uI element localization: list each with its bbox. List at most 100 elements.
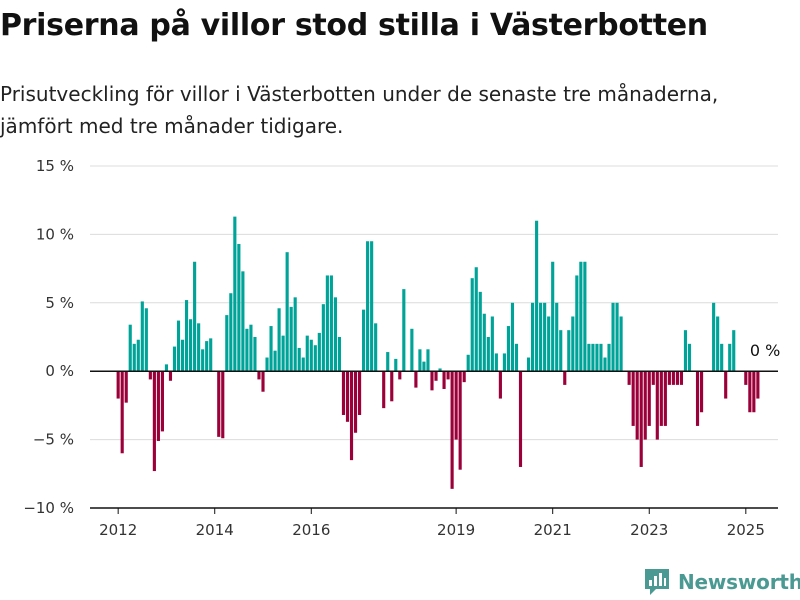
x-tick-label: 2019 xyxy=(437,521,475,539)
bar xyxy=(559,330,563,372)
bar xyxy=(193,261,197,372)
bar xyxy=(434,371,438,381)
bar xyxy=(655,371,659,440)
bar xyxy=(337,337,342,372)
x-tick-label: 2014 xyxy=(196,521,234,539)
bar xyxy=(675,371,679,385)
bar xyxy=(217,371,221,437)
bar xyxy=(490,316,494,372)
bar xyxy=(539,302,543,372)
bar xyxy=(305,335,309,372)
bar xyxy=(205,341,209,372)
bar xyxy=(184,300,189,372)
bar xyxy=(724,371,728,399)
bar xyxy=(458,371,462,470)
bar xyxy=(659,371,663,426)
bar xyxy=(716,316,720,372)
x-tick-label: 2016 xyxy=(292,521,330,539)
x-axis-labels: 2012 2014 2016 2019 2021 2023 2025 xyxy=(99,508,765,539)
bar xyxy=(651,371,655,385)
bar xyxy=(144,308,148,372)
bar xyxy=(309,339,313,372)
bar xyxy=(410,328,414,372)
bar xyxy=(470,278,474,372)
bar xyxy=(333,297,337,372)
axes xyxy=(90,370,778,509)
bar xyxy=(241,271,245,372)
bar xyxy=(353,371,358,433)
bar xyxy=(374,323,378,372)
bar xyxy=(555,302,559,372)
bar xyxy=(285,252,289,372)
bar xyxy=(124,371,128,403)
bar xyxy=(366,241,370,372)
bar xyxy=(518,371,523,467)
y-axis-labels: 15 % 10 % 5 % 0 % −5 % −10 % xyxy=(23,157,74,517)
bar xyxy=(382,371,386,409)
bar xyxy=(237,243,241,372)
bar xyxy=(317,332,321,372)
bar xyxy=(293,297,297,372)
bar xyxy=(301,357,305,372)
bars xyxy=(116,216,760,489)
bar xyxy=(128,324,132,372)
x-tick-label: 2012 xyxy=(99,521,137,539)
latest-value-label: 0 % xyxy=(750,341,780,360)
bar xyxy=(712,302,716,372)
brand-name: Newsworthy xyxy=(678,570,800,594)
chart-title: Priserna på villor stod stilla i Västerb… xyxy=(0,8,708,43)
bar xyxy=(341,371,346,415)
bar xyxy=(370,241,374,372)
bar xyxy=(269,326,273,372)
bar xyxy=(482,313,486,372)
bar xyxy=(514,343,519,372)
bar xyxy=(394,358,398,372)
y-tick-label: 15 % xyxy=(36,157,74,175)
y-tick-label: 10 % xyxy=(36,225,74,243)
bar xyxy=(358,371,362,415)
bar xyxy=(209,338,213,372)
bar xyxy=(462,371,466,383)
bar xyxy=(667,371,671,385)
bar xyxy=(720,343,724,372)
newsworthy-bar-chart-icon xyxy=(645,569,669,595)
bar xyxy=(321,304,325,372)
bar xyxy=(349,371,354,461)
bar xyxy=(398,371,402,380)
bar xyxy=(225,315,229,372)
bar xyxy=(261,371,265,392)
bar xyxy=(189,319,193,372)
bar xyxy=(160,371,164,432)
bar xyxy=(595,343,599,372)
bar xyxy=(627,371,631,385)
bar xyxy=(474,267,478,372)
y-tick-label: −10 % xyxy=(23,499,74,517)
bar xyxy=(140,301,144,372)
bar xyxy=(567,330,571,372)
bar xyxy=(643,371,647,440)
bar xyxy=(438,368,442,372)
bar xyxy=(197,323,201,372)
bar xyxy=(603,357,607,372)
bar xyxy=(446,371,450,380)
bar xyxy=(526,357,531,372)
bar xyxy=(362,309,366,372)
bar xyxy=(450,371,454,489)
x-tick-label: 2023 xyxy=(630,521,668,539)
bar xyxy=(639,371,643,467)
bar xyxy=(506,326,510,372)
bar xyxy=(233,216,237,372)
bar xyxy=(486,337,490,372)
bar xyxy=(313,345,317,372)
bar xyxy=(221,371,225,439)
bar xyxy=(615,302,619,372)
bar xyxy=(663,371,667,426)
bar xyxy=(386,352,390,372)
bar xyxy=(699,371,704,413)
bar xyxy=(756,371,760,399)
bar xyxy=(619,316,623,372)
bar xyxy=(325,275,329,372)
bar xyxy=(426,349,430,372)
bar xyxy=(695,371,700,426)
bar xyxy=(583,261,587,372)
